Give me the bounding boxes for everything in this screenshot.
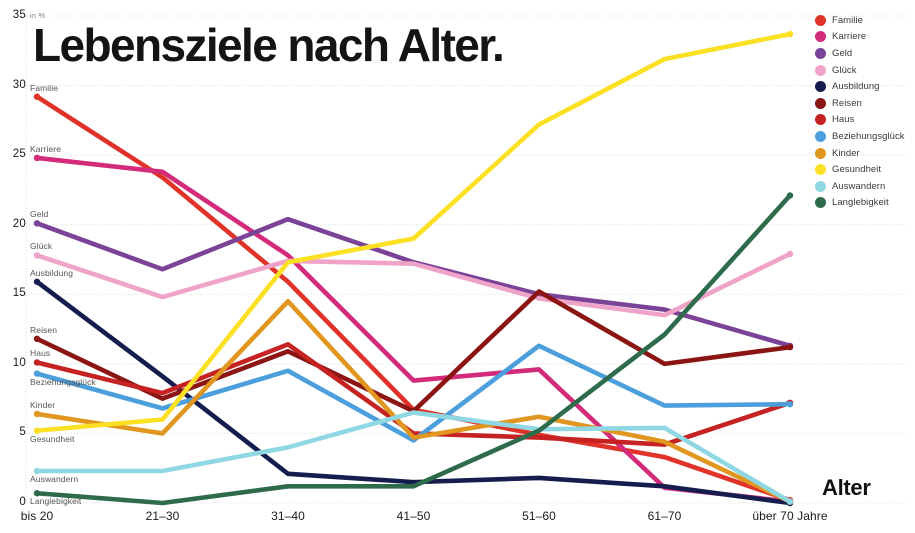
- legend-item-label: Familie: [832, 14, 863, 26]
- series-endpoint-dot[interactable]: [33, 359, 41, 366]
- legend-item[interactable]: Gesundheit: [815, 161, 915, 178]
- legend-item-label: Kinder: [832, 147, 860, 159]
- legend-item-label: Reisen: [832, 97, 862, 109]
- legend-color-swatch-icon: [815, 31, 826, 43]
- legend-item[interactable]: Reisen: [815, 95, 915, 112]
- series-inline-label: Familie: [30, 82, 59, 93]
- series-inline-label: Ausbildung: [30, 267, 74, 278]
- legend-color-swatch-icon: [815, 180, 826, 192]
- legend-color-swatch-icon: [815, 47, 826, 59]
- x-axis-tick-label: 41–50: [396, 509, 431, 523]
- legend-item-label: Auswandern: [832, 180, 886, 192]
- series-inline-label: Auswandern: [30, 473, 79, 484]
- x-axis-tick-label: über 70 Jahre: [752, 509, 828, 523]
- series-endpoint-dot[interactable]: [33, 467, 41, 475]
- series-inline-label: Glück: [30, 241, 53, 252]
- legend-color-swatch-icon: [815, 64, 826, 76]
- legend-item-label: Gesundheit: [832, 164, 882, 176]
- y-axis-tick-label: 30: [12, 78, 26, 91]
- x-axis-tick-label: 61–70: [647, 509, 682, 523]
- y-axis-tick-label: 15: [12, 287, 26, 300]
- series-endpoint-dot[interactable]: [33, 427, 41, 434]
- page-title: Lebensziele nach Alter.: [33, 19, 505, 71]
- series-endpoint-dot[interactable]: [33, 154, 41, 162]
- x-axis-title: Alter: [822, 475, 871, 500]
- legend-color-swatch-icon: [815, 164, 826, 176]
- series-endpoint-dot[interactable]: [33, 335, 41, 343]
- series-inline-label: Gesundheit: [30, 433, 75, 444]
- series-inline-label: Geld: [30, 209, 49, 220]
- legend-item[interactable]: Familie: [815, 12, 915, 29]
- series-line[interactable]: [34, 251, 793, 318]
- y-axis-tick-label: 20: [12, 217, 26, 230]
- series-line[interactable]: [34, 343, 793, 443]
- series-endpoint-dot[interactable]: [33, 278, 41, 285]
- legend-item[interactable]: Karriere: [815, 29, 915, 46]
- series-line[interactable]: [34, 31, 793, 433]
- y-axis-tick-label: 25: [12, 148, 26, 161]
- x-axis-tick-label: bis 20: [20, 509, 54, 523]
- series-endpoint-dot[interactable]: [786, 498, 794, 505]
- legend-item-label: Langlebigkeit: [832, 197, 889, 209]
- series-endpoint-dot[interactable]: [786, 30, 794, 38]
- series-endpoint-dot[interactable]: [33, 93, 41, 100]
- series-inline-label: Kinder: [30, 399, 56, 410]
- series-inline-label: Haus: [30, 348, 51, 359]
- series-endpoint-dot[interactable]: [33, 252, 41, 259]
- x-axis-tick-label: 21–30: [145, 509, 180, 523]
- legend-color-swatch-icon: [815, 97, 826, 109]
- series-endpoint-dot[interactable]: [33, 370, 41, 377]
- legend-item-label: Glück: [832, 64, 857, 76]
- series-endpoint-dot[interactable]: [33, 220, 41, 227]
- legend-item[interactable]: Geld: [815, 45, 915, 62]
- legend-item-label: Haus: [832, 114, 855, 126]
- series-endpoint-dot[interactable]: [786, 192, 794, 199]
- legend-color-swatch-icon: [815, 130, 826, 142]
- legend-item[interactable]: Langlebigkeit: [815, 195, 915, 212]
- series-inline-label: Langlebigkeit: [30, 496, 82, 507]
- series-line[interactable]: [34, 342, 793, 447]
- legend-item[interactable]: Beziehungsglück: [815, 128, 915, 145]
- legend-item[interactable]: Kinder: [815, 145, 915, 162]
- legend-item-label: Karriere: [832, 31, 867, 43]
- legend-item[interactable]: Haus: [815, 112, 915, 129]
- legend-color-swatch-icon: [815, 147, 826, 159]
- series-line[interactable]: [34, 279, 793, 506]
- series-endpoint-dot[interactable]: [786, 401, 794, 408]
- legend-item[interactable]: Auswandern: [815, 178, 915, 195]
- legend-item[interactable]: Glück: [815, 62, 915, 79]
- series-endpoint-dot[interactable]: [786, 343, 794, 351]
- x-axis-tick-label: 31–40: [271, 509, 305, 523]
- series-endpoint-dot[interactable]: [33, 410, 41, 418]
- series-endpoint-dot[interactable]: [33, 490, 41, 497]
- legend-color-swatch-icon: [815, 197, 826, 209]
- series-line[interactable]: [34, 298, 793, 504]
- x-axis-tick-label: 51–60: [522, 509, 556, 523]
- chart-legend: Familie Karriere Geld Glück Ausbildung Reisen…: [815, 12, 915, 211]
- legend-item-label: Beziehungsglück: [832, 130, 905, 142]
- series-inline-label: Reisen: [30, 324, 58, 335]
- series-inline-label: Karriere: [30, 143, 62, 154]
- y-axis-tick-label: 0: [19, 496, 26, 508]
- y-axis-tick-label: 5: [19, 426, 26, 439]
- legend-color-swatch-icon: [815, 114, 826, 126]
- legend-item[interactable]: Ausbildung: [815, 78, 915, 95]
- legend-item-label: Geld: [832, 47, 853, 59]
- series-line[interactable]: [34, 193, 793, 506]
- series-endpoint-dot[interactable]: [786, 250, 794, 258]
- legend-color-swatch-icon: [815, 81, 826, 93]
- y-axis-tick-label: 10: [12, 356, 26, 369]
- legend-color-swatch-icon: [815, 14, 826, 26]
- series-inline-label: Beziehungsglück: [30, 376, 96, 387]
- y-axis-unit-label: in %: [30, 11, 46, 20]
- legend-item-label: Ausbildung: [832, 81, 880, 93]
- series-line[interactable]: [34, 410, 793, 504]
- y-axis-tick-label: 35: [12, 9, 26, 21]
